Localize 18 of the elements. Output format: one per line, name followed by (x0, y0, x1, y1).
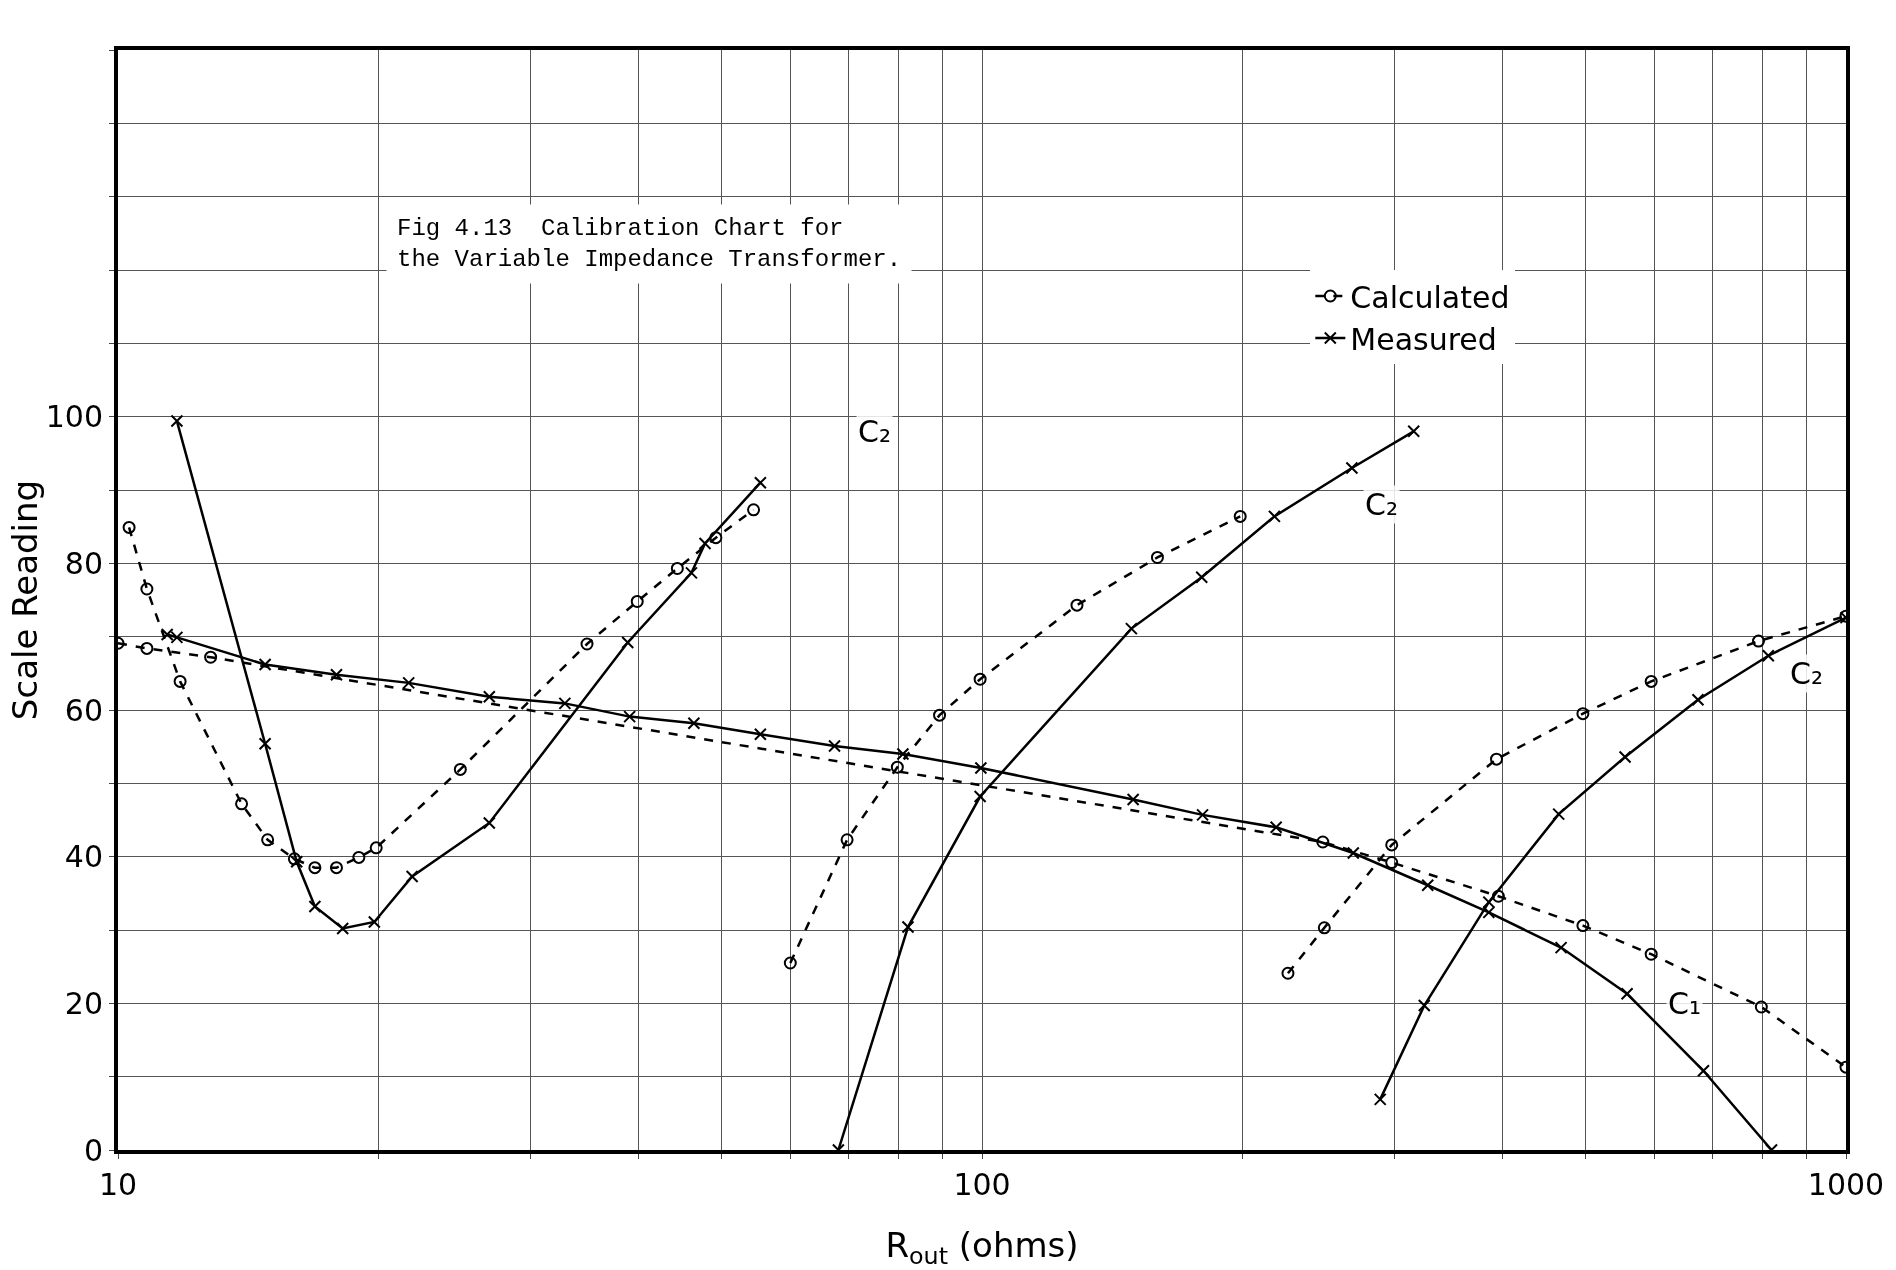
y-axis-title: Scale Reading (5, 479, 45, 721)
annotation: C₂ (858, 414, 891, 449)
y-tick-label: 40 (64, 839, 103, 875)
x-tick-label: 1000 (1807, 1167, 1885, 1202)
y-tick-label: 60 (64, 692, 103, 728)
legend-label: Calculated (1350, 279, 1510, 315)
legend-label: Measured (1350, 321, 1497, 357)
y-tick-label: 20 (64, 985, 103, 1021)
annotation: C₁ (1668, 986, 1701, 1021)
y-tick-label: 0 (83, 1132, 103, 1168)
y-tick-label: 80 (64, 545, 103, 581)
y-tick-label: 100 (45, 399, 103, 435)
x-axis-title: R$_{out}$ (ohms) (885, 1224, 1079, 1270)
x-tick-label: 100 (953, 1167, 1011, 1202)
annotation: C₂ (1365, 487, 1398, 522)
x-tick-label: 10 (98, 1167, 138, 1202)
annotation: C₂ (1790, 656, 1823, 691)
text: Fig 4.13 Calibration Chart for the Variable Impedance Transformer. (397, 215, 902, 274)
